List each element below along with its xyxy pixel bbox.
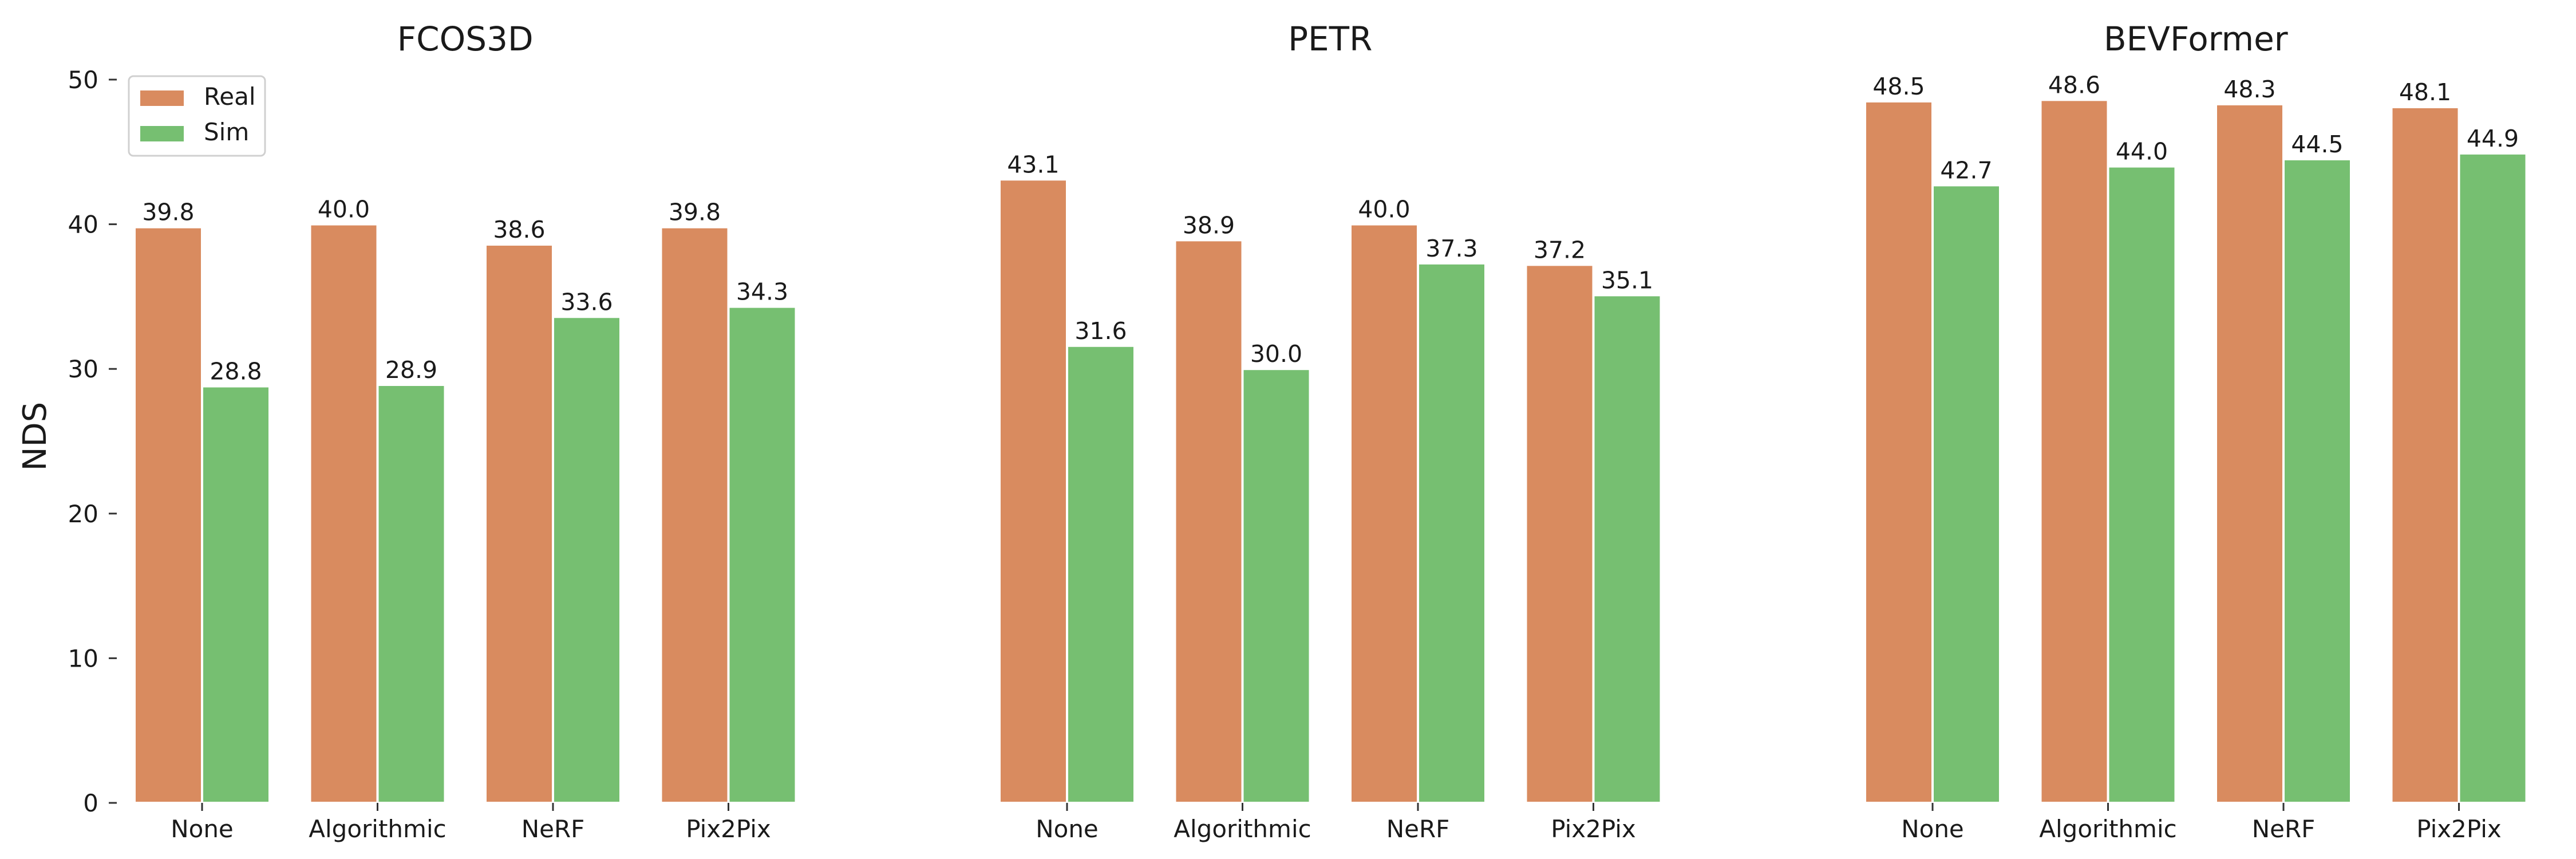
value-label-real-algorithmic: 38.9	[1183, 211, 1235, 239]
bar-real-none	[1864, 100, 1934, 804]
value-label-real-none: 43.1	[1007, 151, 1059, 178]
x-tick-label-nerf: NeRF	[2252, 815, 2316, 843]
legend-swatch-real	[140, 90, 184, 106]
value-label-real-pix2pix: 37.2	[1534, 236, 1586, 263]
value-label-sim-algorithmic: 28.9	[385, 356, 437, 384]
bar-group-algorithmic: 38.9 30.0 Algorithmic	[1174, 211, 1311, 843]
bar-group-nerf: 48.3 44.5 NeRF	[2215, 76, 2352, 843]
value-label-sim-none: 31.6	[1074, 317, 1127, 345]
chart-title-bevformer: BEVFormer	[2104, 19, 2288, 58]
value-label-sim-pix2pix: 44.9	[2467, 125, 2519, 152]
panel-petr: PETR 43.1 31.6 None 38.9 30.0 Algorithmic 40.0 3…	[998, 19, 1662, 843]
bar-group-none: 48.5 42.7 None	[1864, 73, 2001, 843]
bar-group-pix2pix: 48.1 44.9 Pix2Pix	[2390, 78, 2528, 843]
x-tick-label-none: None	[1901, 815, 1964, 843]
panel-fcos3d: FCOS3D 0 10 20 30 40 50 39.8 28.8 None 40.0 28.9 Alg…	[68, 19, 797, 843]
bar-sim-none	[1931, 184, 2001, 805]
value-label-sim-none: 42.7	[1940, 156, 1992, 184]
y-axis-label: NDS	[17, 402, 54, 471]
value-label-real-nerf: 40.0	[1358, 196, 1410, 223]
chart-title-fcos3d: FCOS3D	[397, 19, 534, 58]
bar-group-none: 43.1 31.6 None	[998, 151, 1136, 843]
value-label-sim-nerf: 33.6	[560, 288, 613, 316]
bar-real-pix2pix	[1524, 263, 1595, 804]
bar-group-pix2pix: 39.8 34.3 Pix2Pix	[659, 199, 797, 843]
bar-group-nerf: 40.0 37.3 NeRF	[1349, 196, 1487, 843]
bar-sim-none	[1066, 344, 1136, 804]
bar-real-none	[133, 226, 203, 805]
bar-sim-algorithmic	[1241, 368, 1311, 804]
legend: Real Sim	[128, 75, 266, 157]
bar-group-none: 39.8 28.8 None	[133, 199, 271, 843]
bar-group-algorithmic: 40.0 28.9 Algorithmic	[309, 196, 446, 843]
value-label-sim-nerf: 44.5	[2291, 131, 2343, 158]
bar-real-nerf	[484, 243, 554, 804]
bar-real-nerf	[2215, 103, 2285, 804]
bar-sim-nerf	[2282, 157, 2352, 804]
value-label-real-none: 48.5	[1872, 73, 1925, 100]
value-label-sim-algorithmic: 30.0	[1250, 340, 1302, 368]
x-tick-label-nerf: NeRF	[1386, 815, 1450, 843]
bar-group-pix2pix: 37.2 35.1 Pix2Pix	[1524, 236, 1662, 843]
legend-label-sim: Sim	[204, 118, 249, 146]
bar-real-algorithmic	[309, 223, 379, 805]
value-label-real-algorithmic: 40.0	[318, 196, 370, 223]
chart-panels: FCOS3D 0 10 20 30 40 50 39.8 28.8 None 40.0 28.9 Alg…	[68, 19, 2528, 843]
bar-real-pix2pix	[659, 226, 730, 805]
x-tick-label-none: None	[171, 815, 234, 843]
bar-sim-nerf	[552, 316, 622, 804]
bar-group-algorithmic: 48.6 44.0 Algorithmic	[2039, 71, 2176, 843]
y-tick-label: 50	[68, 66, 98, 94]
bar-sim-pix2pix	[2458, 152, 2528, 804]
value-label-sim-algorithmic: 44.0	[2116, 138, 2168, 166]
value-label-sim-none: 28.8	[210, 358, 262, 385]
bar-group-nerf: 38.6 33.6 NeRF	[484, 216, 622, 843]
value-label-real-algorithmic: 48.6	[2048, 71, 2100, 98]
bar-real-algorithmic	[2039, 98, 2109, 804]
value-label-sim-nerf: 37.3	[1425, 235, 1477, 262]
x-tick-label-algorithmic: Algorithmic	[2039, 815, 2176, 843]
x-tick-label-algorithmic: Algorithmic	[309, 815, 446, 843]
panel-bevformer: BEVFormer 48.5 42.7 None 48.6 44.0 Algorithmic…	[1864, 19, 2528, 843]
bar-sim-none	[201, 385, 271, 804]
x-tick-label-pix2pix: Pix2Pix	[2416, 815, 2502, 843]
x-tick-label-algorithmic: Algorithmic	[1174, 815, 1311, 843]
bar-sim-algorithmic	[376, 383, 447, 804]
bar-sim-algorithmic	[2107, 165, 2177, 804]
x-tick-label-pix2pix: Pix2Pix	[686, 815, 771, 843]
bar-real-algorithmic	[1174, 239, 1244, 804]
value-label-real-none: 39.8	[142, 199, 194, 226]
x-tick-label-nerf: NeRF	[521, 815, 585, 843]
bar-real-pix2pix	[2390, 105, 2460, 804]
y-tick-label: 40	[68, 211, 98, 239]
value-label-real-pix2pix: 48.1	[2399, 78, 2451, 106]
legend-label-real: Real	[204, 82, 256, 111]
y-tick-label: 20	[68, 500, 98, 528]
bar-sim-nerf	[1417, 262, 1487, 804]
value-label-real-pix2pix: 39.8	[669, 199, 721, 226]
y-tick-label: 0	[83, 789, 98, 817]
bar-sim-pix2pix	[727, 305, 797, 804]
value-label-real-nerf: 38.6	[493, 216, 545, 243]
bar-sim-pix2pix	[1592, 294, 1662, 804]
y-tick-label: 30	[68, 355, 98, 383]
value-label-sim-pix2pix: 35.1	[1601, 266, 1653, 294]
chart-title-petr: PETR	[1288, 19, 1372, 58]
value-label-real-nerf: 48.3	[2223, 76, 2275, 103]
bar-real-nerf	[1349, 223, 1419, 805]
y-tick-label: 10	[68, 644, 98, 672]
x-tick-label-none: None	[1036, 815, 1099, 843]
value-label-sim-pix2pix: 34.3	[736, 278, 788, 306]
bar-real-none	[998, 178, 1068, 805]
x-tick-label-pix2pix: Pix2Pix	[1551, 815, 1636, 843]
legend-swatch-sim	[140, 126, 184, 141]
